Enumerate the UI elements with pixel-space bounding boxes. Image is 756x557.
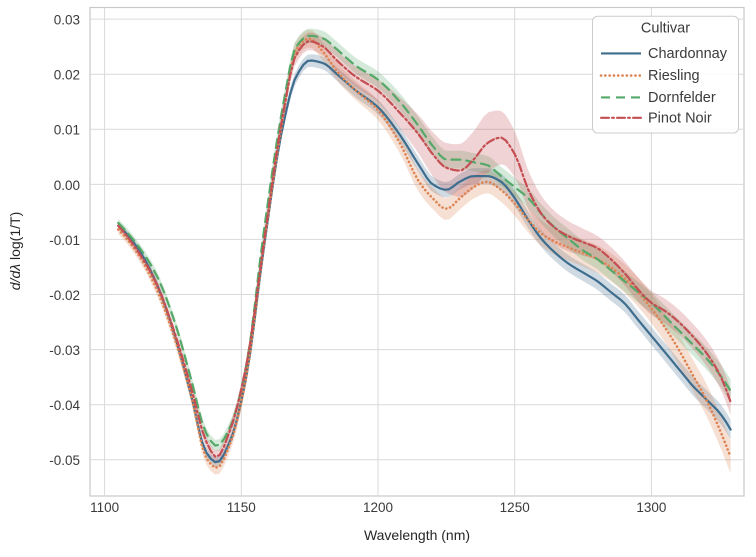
svg-text:-0.04: -0.04	[49, 398, 80, 413]
svg-text:Pinot Noir: Pinot Noir	[648, 111, 712, 127]
svg-text:Riesling: Riesling	[648, 68, 700, 84]
svg-text:Cultivar: Cultivar	[641, 21, 690, 37]
svg-text:1300: 1300	[636, 500, 666, 515]
svg-text:Dornfelder: Dornfelder	[648, 90, 716, 106]
svg-text:-0.05: -0.05	[49, 453, 80, 468]
svg-text:-0.02: -0.02	[49, 288, 80, 303]
svg-text:d/dλ log(1/T): d/dλ log(1/T)	[7, 212, 23, 290]
svg-text:-0.03: -0.03	[49, 343, 80, 358]
svg-text:1200: 1200	[363, 500, 393, 515]
svg-text:Wavelength (nm): Wavelength (nm)	[364, 527, 470, 543]
svg-text:1100: 1100	[90, 500, 119, 515]
svg-text:0.02: 0.02	[54, 68, 80, 83]
svg-text:0.00: 0.00	[54, 178, 80, 193]
svg-text:0.01: 0.01	[54, 123, 80, 138]
svg-text:0.03: 0.03	[54, 13, 80, 28]
svg-text:1250: 1250	[500, 500, 530, 515]
svg-text:-0.01: -0.01	[49, 233, 80, 248]
svg-text:Chardonnay: Chardonnay	[648, 46, 728, 62]
svg-text:1150: 1150	[227, 500, 256, 515]
